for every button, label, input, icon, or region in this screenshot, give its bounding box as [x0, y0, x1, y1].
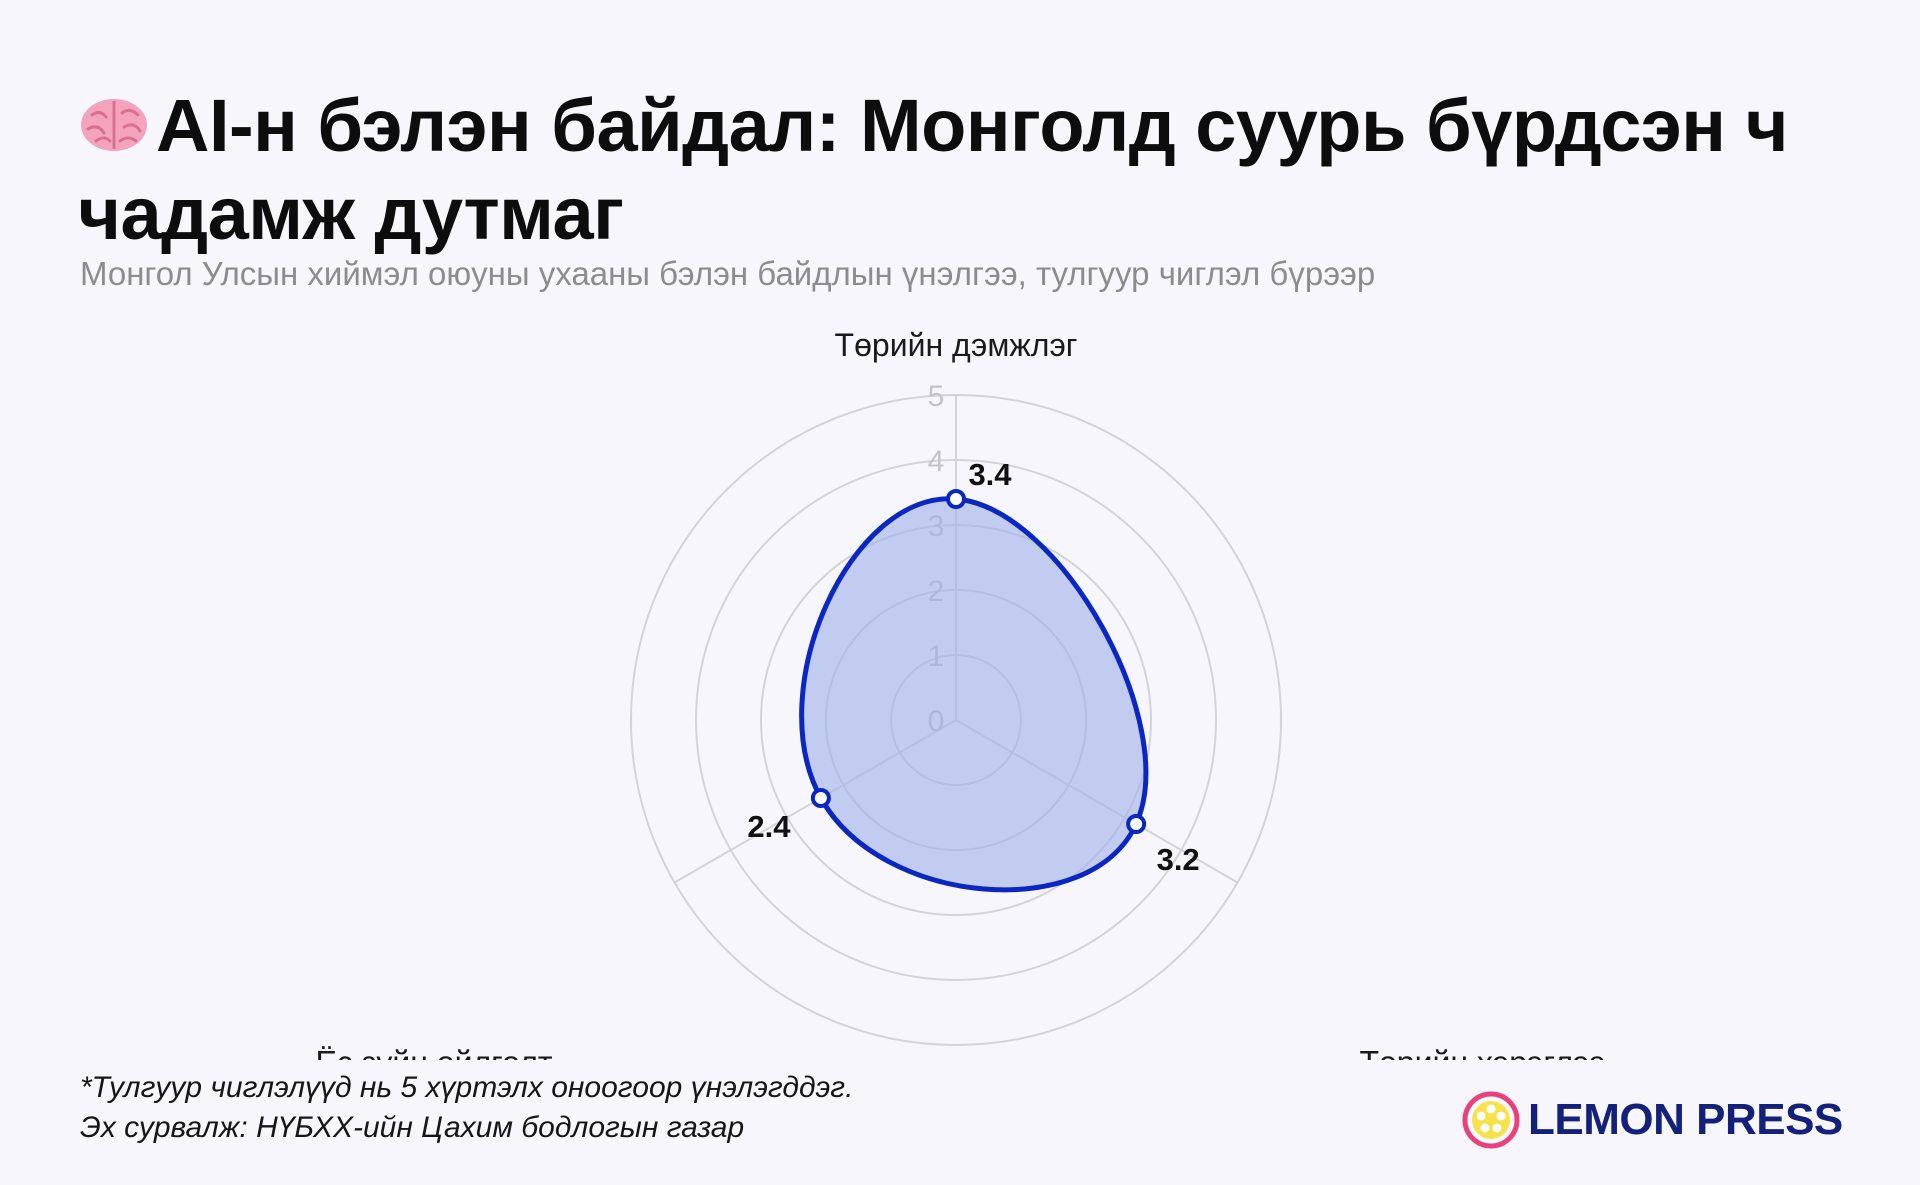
chart-subtitle: Монгол Улсын хиймэл оюуны ухааны бэлэн б…: [80, 255, 1376, 292]
data-value-label: 2.4: [747, 809, 791, 844]
footnote-source: Эх сурвалж: НҮБХХ-ийн Цахим бодлогын газ…: [80, 1111, 745, 1144]
tick-label: 5: [928, 380, 945, 413]
data-point: [810, 788, 831, 808]
category-label: Ёс зүйн ойлголт: [315, 1045, 552, 1061]
data-value-label: 3.4: [968, 457, 1012, 492]
brain-icon: [81, 99, 147, 151]
category-label: Төрийн хэрэглээ: [1359, 1045, 1605, 1061]
tick-label: 4: [928, 445, 945, 478]
data-value-label: 3.2: [1157, 842, 1200, 877]
radar-points: [810, 489, 1147, 834]
radar-labels: 3.4 Төрийн дэмжлэг 3.2 Төрийн хэрэглээ 2.4 Ёс…: [315, 327, 1605, 1060]
brand-name: LEMON PRESS: [1528, 1095, 1843, 1144]
series-area: [799, 496, 1149, 893]
lemon-icon: [1462, 1091, 1520, 1149]
brand-logo: LEMON PRESS: [1462, 1090, 1843, 1150]
category-label: Төрийн дэмжлэг: [835, 327, 1078, 363]
title-text: AI-н бэлэн байдал: Монголд суурь бүрдсэн…: [78, 84, 1788, 255]
footnote: *Тулгуур чиглэлүүд нь 5 хүртэлх оноогоор…: [80, 1068, 853, 1148]
chart-title: AI-н бэлэн байдал: Монголд суурь бүрдсэн…: [78, 82, 1858, 258]
footnote-note: *Тулгуур чиглэлүүд нь 5 хүртэлх оноогоор…: [80, 1071, 854, 1104]
data-point: [946, 489, 966, 509]
data-point: [1126, 814, 1147, 834]
